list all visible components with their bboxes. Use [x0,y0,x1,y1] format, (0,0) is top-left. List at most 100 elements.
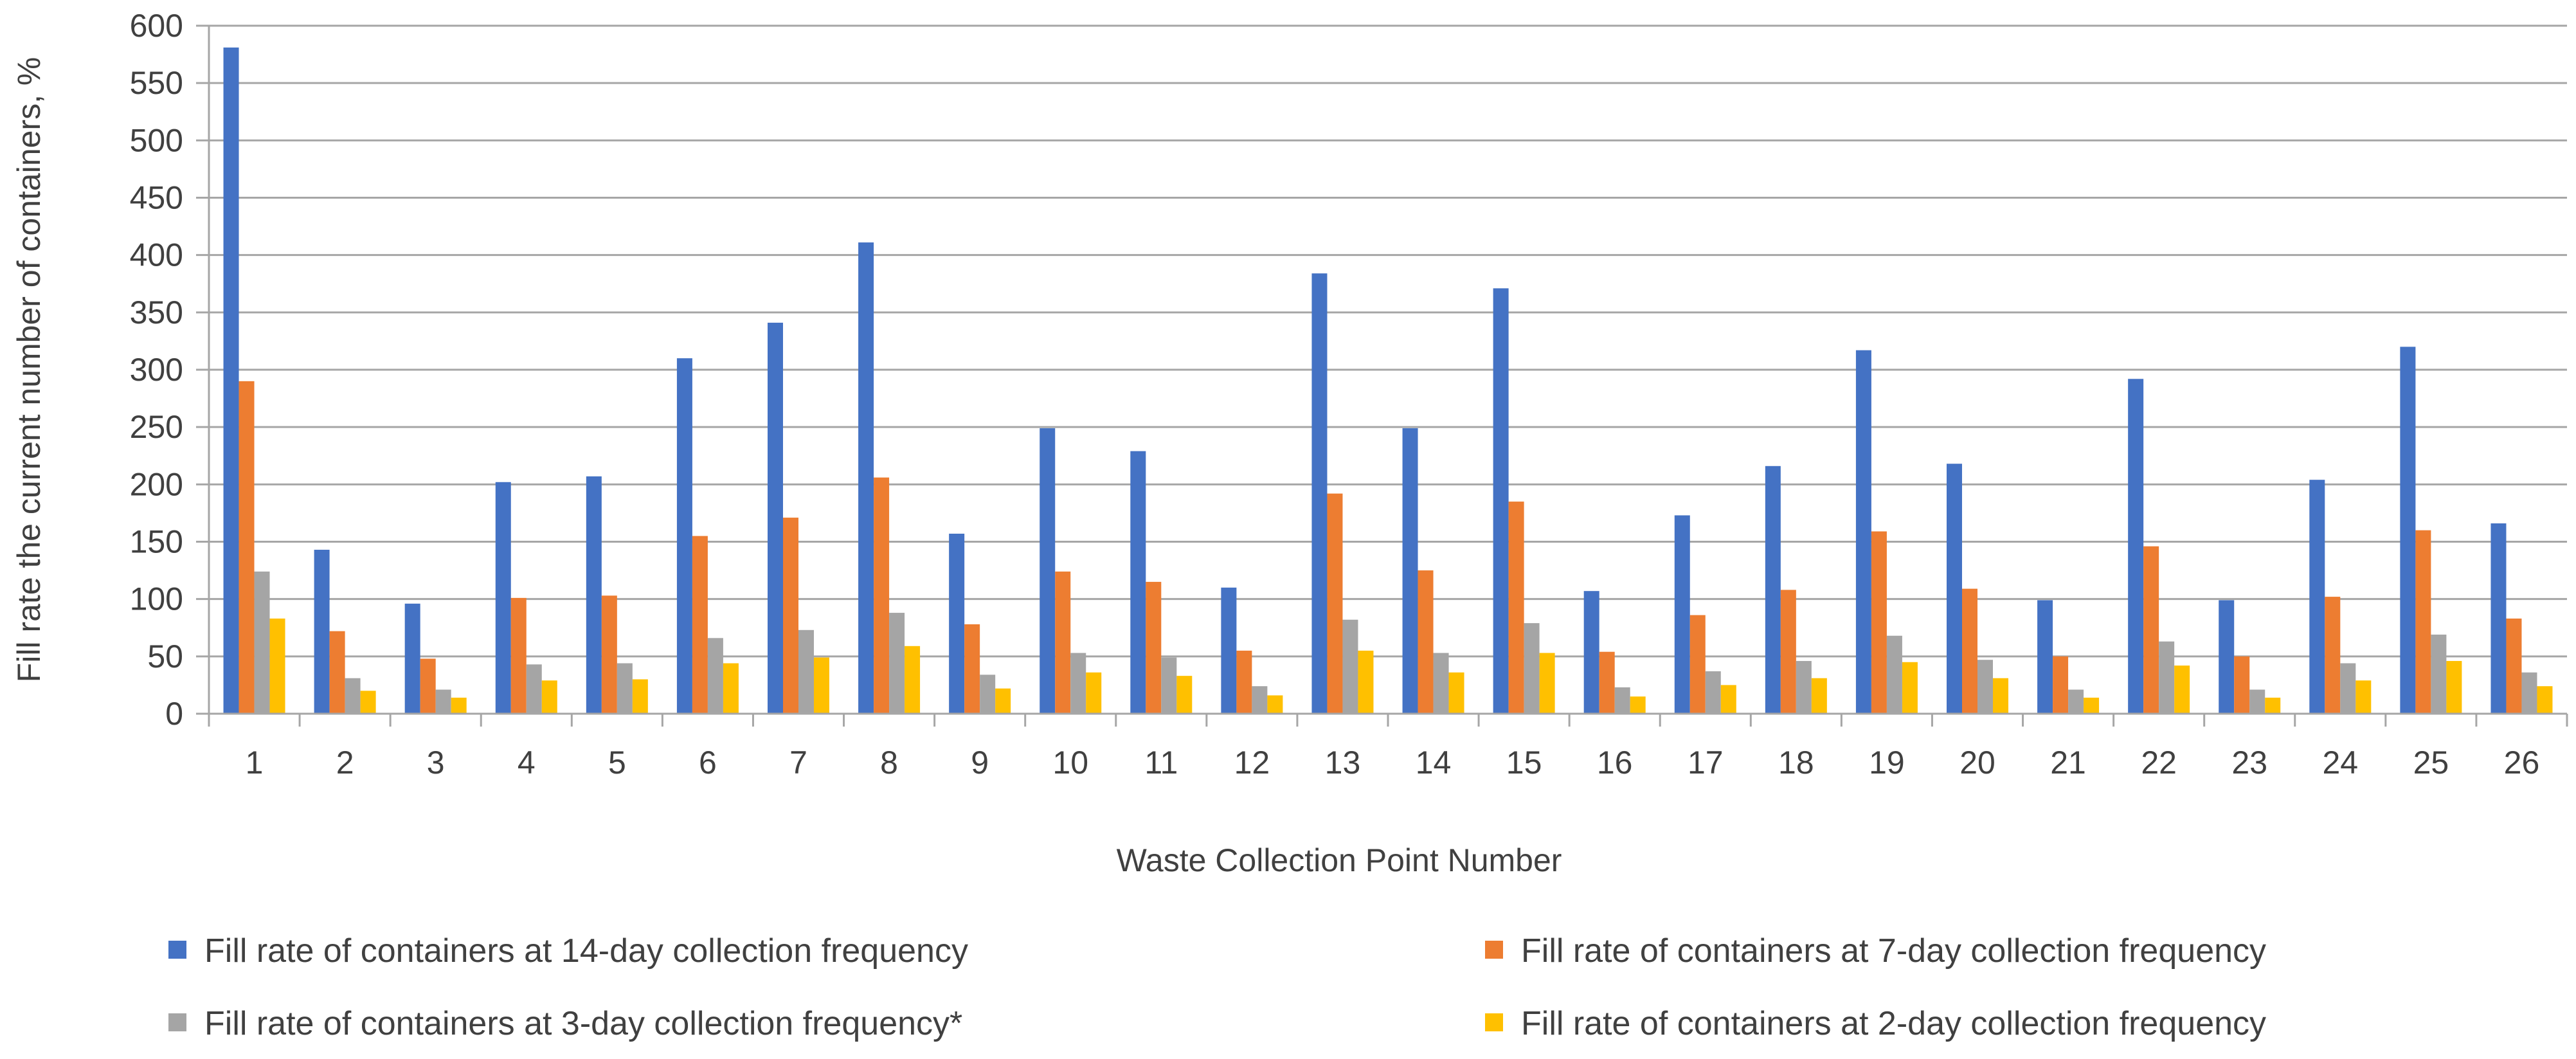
y-tick-label: 600 [130,8,183,44]
bar [783,518,798,714]
x-tick-label: 17 [1688,745,1724,781]
legend-label: Fill rate of containers at 7-day collect… [1521,932,2266,970]
x-tick-label: 6 [699,745,717,781]
bar [586,476,602,714]
bar [1252,686,1268,714]
bar [329,631,345,714]
legend-label: Fill rate of containers at 14-day collec… [204,932,968,970]
y-tick-label: 100 [130,581,183,617]
bar [798,629,814,714]
bar [1433,653,1449,714]
bar [601,595,617,714]
bar [617,663,633,714]
bar [874,477,890,714]
bar [2340,663,2356,714]
x-tick-label: 10 [1052,745,1088,781]
axes [196,24,2568,727]
legend-item: Fill rate of containers at 3-day collect… [168,1005,962,1042]
y-tick-label: 300 [130,352,183,388]
bar [1086,672,1102,714]
bar [254,571,270,714]
bar [1358,650,1374,714]
bar [2234,656,2250,714]
x-tick-label: 26 [2504,745,2540,781]
bar [404,603,420,714]
bar [1161,657,1177,714]
bar [1674,515,1690,714]
x-tick-label: 4 [518,745,536,781]
bar [1871,531,1887,714]
x-axis-title: Waste Collection Point Number [1117,842,1562,878]
y-tick-label: 0 [165,696,183,732]
x-tick-label: 14 [1416,745,1452,781]
bar [1689,615,1706,714]
x-tick-label: 21 [2050,745,2086,781]
bar [676,358,692,714]
legend-item: Fill rate of containers at 2-day collect… [1485,1005,2266,1042]
bar [1493,288,1509,714]
bar [1962,588,1977,714]
x-tick-label: 11 [1144,745,1178,781]
bar [2325,597,2341,714]
bar [2490,523,2507,714]
legend-swatch [1485,941,1503,959]
x-tick-label: 18 [1778,745,1814,781]
bar [1614,687,1630,714]
y-tick-label: 500 [130,122,183,158]
bar [1327,493,1343,714]
bar [1705,671,1721,714]
x-tick-label: 9 [971,745,989,781]
bar [1599,651,1615,714]
bar [1070,653,1086,714]
bar [1176,676,1193,714]
bar [1267,695,1283,714]
bar [768,322,783,714]
bar [314,549,330,714]
bar [1855,350,1871,714]
legend-swatch [168,941,186,959]
bar [1040,428,1056,714]
bar [2521,672,2537,714]
bar [541,680,557,714]
x-tick-label: 15 [1506,745,1542,781]
bar [1055,571,1071,714]
y-axis-title: Fill rate the current number of containe… [11,57,47,683]
bar [451,698,467,714]
x-tick-label: 13 [1325,745,1361,781]
bar [2249,689,2265,714]
x-tick-label: 16 [1597,745,1633,781]
x-tick-label: 19 [1869,745,1905,781]
bar [1583,591,1599,714]
bar [510,597,527,714]
bar [1342,619,1358,714]
legend-item: Fill rate of containers at 7-day collect… [1485,932,2266,970]
legend-swatch [168,1013,186,1031]
bar [269,618,285,714]
bar [360,691,376,714]
bar [1130,451,1146,714]
bar [2537,686,2553,714]
bar [1448,672,1464,714]
x-tick-label: 12 [1234,745,1270,781]
bar [2506,618,2522,714]
bar [814,657,829,714]
x-tick-label: 22 [2141,745,2177,781]
x-tick-label: 24 [2322,745,2358,781]
bar [2265,698,2281,714]
x-tick-label: 1 [246,745,264,781]
y-tick-label: 550 [130,65,183,101]
legend-swatch [1485,1013,1503,1031]
bar [1977,660,1993,714]
bar [1780,590,1796,714]
bar [2446,660,2462,714]
bar [2174,665,2190,714]
bar [2128,379,2144,714]
bar [1539,653,1555,714]
bar [1720,685,1736,714]
bar [1418,570,1434,714]
bar [632,679,648,714]
bar [420,658,436,714]
